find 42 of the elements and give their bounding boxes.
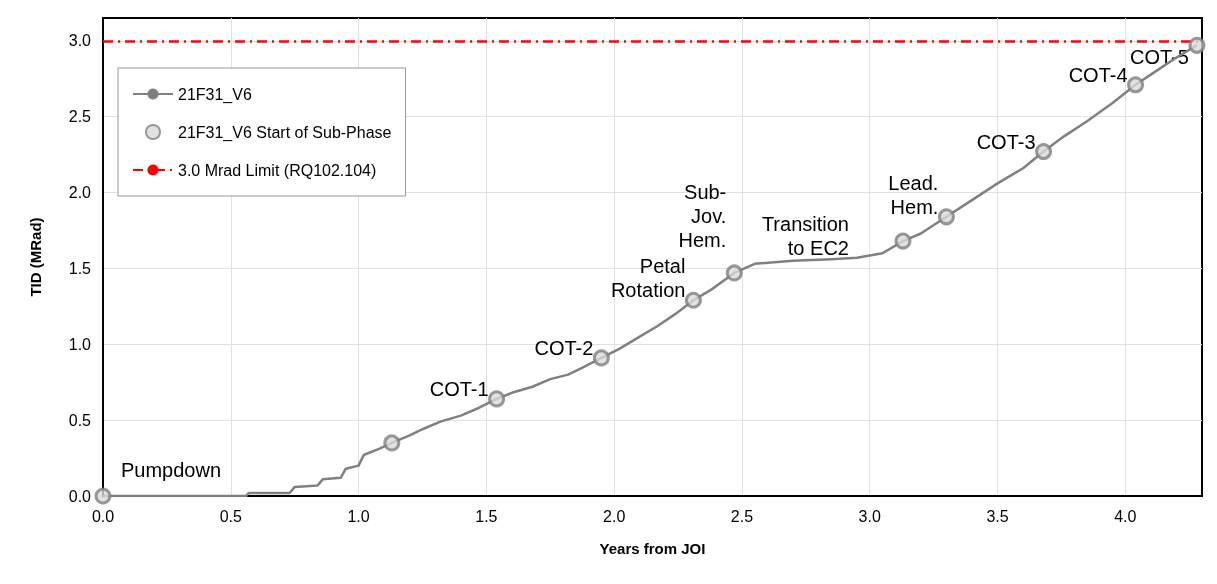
x-axis-title: Years from JOI xyxy=(599,540,706,557)
point xyxy=(1127,76,1145,94)
y-tick-label: 3.0 xyxy=(68,32,92,50)
y-tick-label: 1.0 xyxy=(68,335,92,353)
annotation: Pumpdown xyxy=(121,459,222,481)
x-tick-label: 0.5 xyxy=(219,507,243,525)
x-tick-label: 2.5 xyxy=(730,507,754,525)
annotation: COT-1 xyxy=(429,377,489,400)
point xyxy=(684,291,702,309)
x-tick-label: 3.5 xyxy=(986,507,1009,525)
annotation: Transition to EC2 xyxy=(761,212,849,259)
x-tick-label: 0.0 xyxy=(91,507,115,525)
legend-label: 3.0 Mrad Limit (RQ102.104) xyxy=(178,161,377,179)
point xyxy=(1035,143,1053,161)
x-tick-label: 4.0 xyxy=(1114,507,1137,525)
y-tick-label: 1.5 xyxy=(68,259,92,277)
point xyxy=(894,232,912,250)
annotation: Sub- Jov. Hem. xyxy=(678,181,727,252)
annotation: COT-4 xyxy=(1068,63,1128,86)
x-tick-label: 2.0 xyxy=(603,507,626,525)
annotation: COT-2 xyxy=(534,336,594,359)
point xyxy=(94,487,112,505)
point xyxy=(592,349,610,367)
annotation: COT-5 xyxy=(1129,45,1189,68)
point xyxy=(383,434,401,452)
point xyxy=(1188,36,1206,54)
x-tick-label: 1.5 xyxy=(475,507,498,525)
point xyxy=(725,264,743,282)
y-axis-title: TID (MRad) xyxy=(27,217,44,297)
y-tick-label: 0.5 xyxy=(68,411,92,429)
point xyxy=(937,208,955,226)
y-tick-label: 0.0 xyxy=(68,487,92,505)
x-tick-label: 3.0 xyxy=(858,507,881,525)
legend-label: 21F31_V6 Start of Sub-Phase xyxy=(178,123,392,142)
y-tick-label: 2.0 xyxy=(68,184,92,202)
legend-label: 21F31_V6 xyxy=(178,85,252,104)
point xyxy=(488,390,506,408)
annotation: COT-3 xyxy=(976,130,1036,153)
annotation: Lead. Hem. xyxy=(888,171,939,218)
annotation: Petal Rotation xyxy=(610,255,686,302)
x-tick-label: 1.0 xyxy=(347,507,370,525)
y-tick-label: 2.5 xyxy=(68,108,92,126)
